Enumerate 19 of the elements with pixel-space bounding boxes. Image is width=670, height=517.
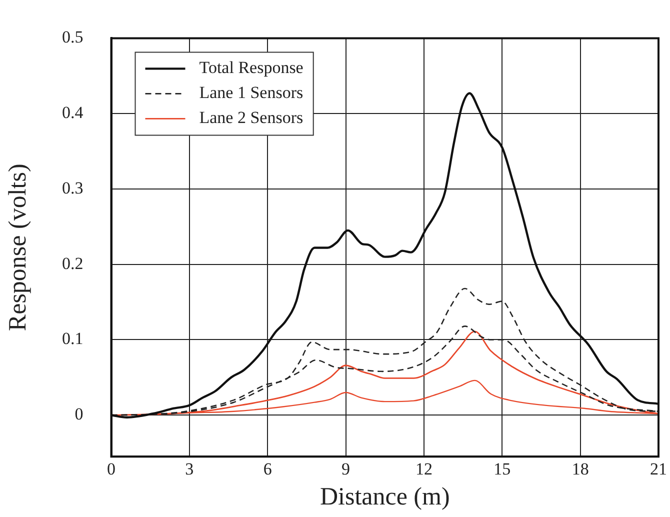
x-tick-label: 6 — [263, 459, 272, 478]
y-tick-label: 0.4 — [62, 103, 84, 122]
x-tick-label: 3 — [185, 459, 194, 478]
legend-label: Lane 1 Sensors — [199, 83, 304, 102]
x-tick-label: 12 — [415, 459, 432, 478]
x-tick-label: 9 — [342, 459, 350, 478]
x-axis-title: Distance (m) — [320, 484, 450, 511]
legend-label: Lane 2 Sensors — [199, 108, 304, 128]
legend-label: Total Response — [199, 58, 304, 78]
x-tick-label: 18 — [572, 459, 589, 478]
y-tick-label: 0.1 — [62, 329, 84, 348]
y-tick-label: 0 — [74, 404, 84, 424]
y-tick-label: 0.3 — [62, 178, 84, 198]
x-tick-label: 21 — [650, 459, 667, 478]
y-tick-label: 0.5 — [62, 28, 84, 47]
y-axis-title: Response (volts) — [4, 164, 32, 332]
y-tick-label: 0.2 — [62, 254, 84, 273]
x-tick-label: 15 — [494, 459, 511, 478]
x-tick-label: 0 — [107, 459, 116, 478]
